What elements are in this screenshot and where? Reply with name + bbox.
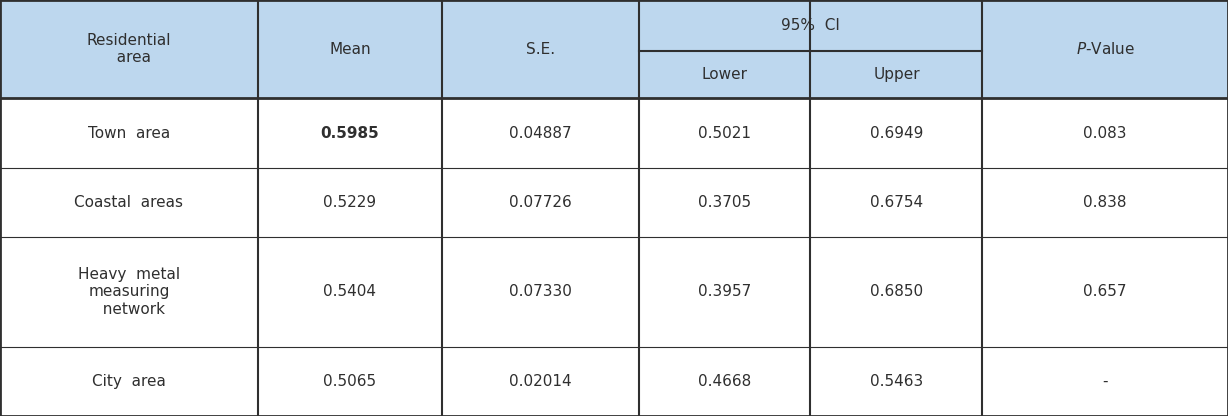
Text: Coastal  areas: Coastal areas bbox=[75, 195, 183, 210]
Text: 0.5985: 0.5985 bbox=[321, 126, 379, 141]
Bar bbox=[0, 168, 1228, 237]
Text: 95%  CI: 95% CI bbox=[781, 18, 840, 33]
Text: S.E.: S.E. bbox=[526, 42, 555, 57]
Text: 0.07330: 0.07330 bbox=[508, 285, 572, 300]
Text: 0.083: 0.083 bbox=[1083, 126, 1127, 141]
Bar bbox=[0, 99, 1228, 168]
Bar bbox=[0, 0, 1228, 99]
Text: 0.657: 0.657 bbox=[1083, 285, 1127, 300]
Text: 0.838: 0.838 bbox=[1083, 195, 1127, 210]
Text: Upper: Upper bbox=[873, 67, 920, 82]
Text: -: - bbox=[1103, 374, 1108, 389]
Text: 0.6949: 0.6949 bbox=[869, 126, 923, 141]
Text: 0.02014: 0.02014 bbox=[510, 374, 571, 389]
Text: 0.07726: 0.07726 bbox=[508, 195, 572, 210]
Text: 0.5463: 0.5463 bbox=[869, 374, 923, 389]
Text: $\mathit{P}$-Value: $\mathit{P}$-Value bbox=[1076, 41, 1135, 57]
Text: Mean: Mean bbox=[329, 42, 371, 57]
Text: Lower: Lower bbox=[701, 67, 748, 82]
Text: 0.5065: 0.5065 bbox=[323, 374, 377, 389]
Text: 0.4668: 0.4668 bbox=[698, 374, 752, 389]
Text: Residential
  area: Residential area bbox=[87, 33, 171, 65]
Text: 0.04887: 0.04887 bbox=[510, 126, 571, 141]
Bar bbox=[0, 347, 1228, 416]
Text: 0.6754: 0.6754 bbox=[869, 195, 923, 210]
Text: 0.3705: 0.3705 bbox=[698, 195, 752, 210]
Text: Heavy  metal
measuring
  network: Heavy metal measuring network bbox=[77, 267, 181, 317]
Text: 0.5404: 0.5404 bbox=[323, 285, 377, 300]
Text: Town  area: Town area bbox=[88, 126, 169, 141]
Text: 0.6850: 0.6850 bbox=[869, 285, 923, 300]
Text: 0.5021: 0.5021 bbox=[698, 126, 752, 141]
Text: 0.5229: 0.5229 bbox=[323, 195, 377, 210]
Text: City  area: City area bbox=[92, 374, 166, 389]
Bar bbox=[0, 237, 1228, 347]
Text: 0.3957: 0.3957 bbox=[698, 285, 752, 300]
